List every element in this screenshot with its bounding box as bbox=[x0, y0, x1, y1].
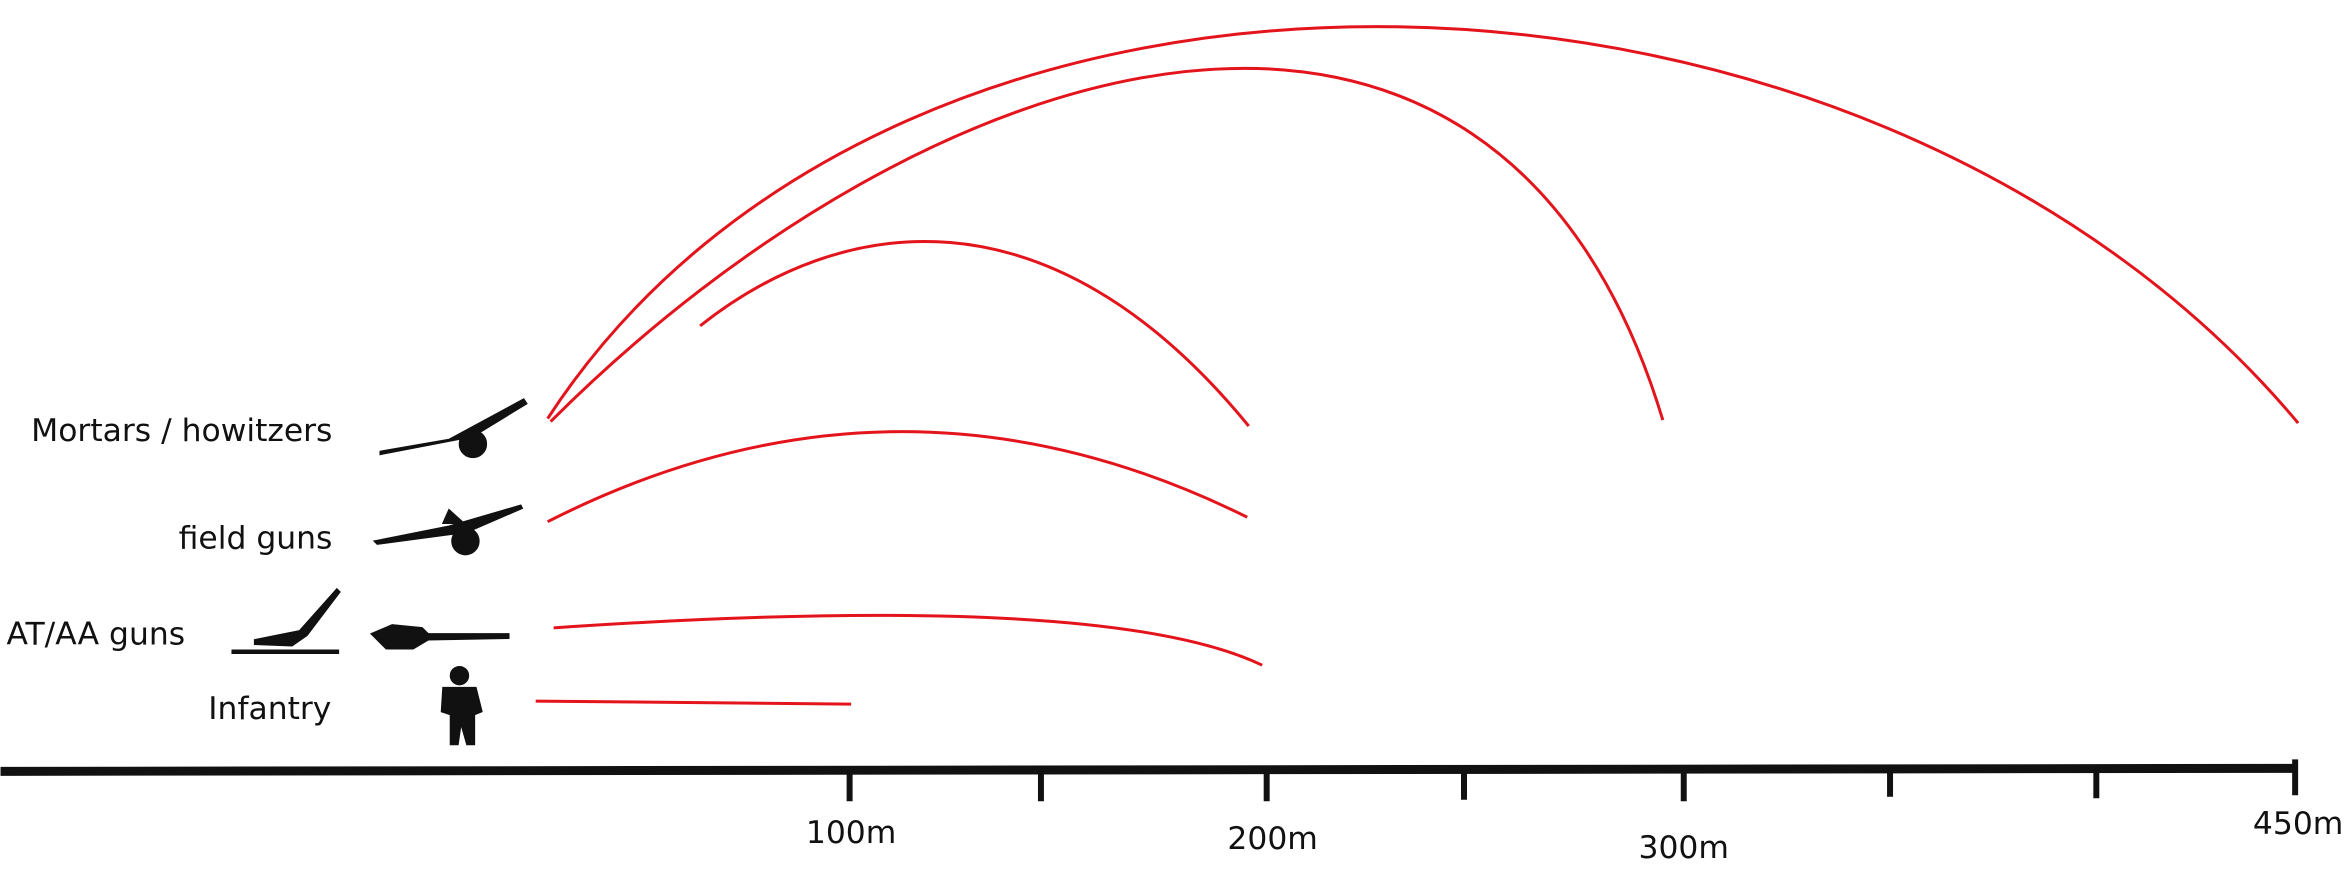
weapon-label: field guns bbox=[179, 521, 333, 557]
weapon-label: AT/AA guns bbox=[7, 616, 186, 652]
trajectories bbox=[535, 25, 2300, 706]
trajectory bbox=[535, 699, 852, 706]
trajectory bbox=[553, 613, 1263, 667]
axis-label: 100m bbox=[806, 815, 896, 851]
weapon-label: Mortars / howitzers bbox=[31, 413, 332, 449]
weapon-label: Infantry bbox=[208, 691, 331, 727]
axis-label: 450m bbox=[2253, 806, 2343, 842]
trajectory bbox=[549, 66, 1665, 423]
silhouettes bbox=[231, 398, 528, 746]
axis bbox=[0, 759, 2299, 802]
axis-label: 200m bbox=[1227, 821, 1317, 857]
trajectory bbox=[699, 240, 1250, 427]
trajectory bbox=[546, 25, 2300, 425]
trajectory bbox=[546, 430, 1248, 524]
axis-label: 300m bbox=[1639, 830, 1729, 866]
axis-ticks bbox=[846, 759, 2299, 802]
axis-line bbox=[0, 763, 2296, 776]
